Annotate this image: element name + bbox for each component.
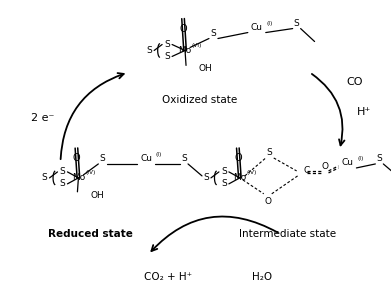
Text: O: O xyxy=(179,24,187,34)
Text: C: C xyxy=(303,166,310,175)
Text: Cu: Cu xyxy=(140,155,152,163)
Text: S: S xyxy=(294,19,299,28)
Text: S: S xyxy=(221,179,227,188)
Text: (I): (I) xyxy=(156,152,162,158)
Text: (I): (I) xyxy=(267,21,273,26)
Text: Oxidized state: Oxidized state xyxy=(162,95,238,105)
Text: CO₂ + H⁺: CO₂ + H⁺ xyxy=(144,272,192,282)
Text: S: S xyxy=(181,155,187,163)
Text: S: S xyxy=(210,29,216,38)
Text: O: O xyxy=(264,197,271,206)
Text: S: S xyxy=(42,174,47,182)
Text: Mo: Mo xyxy=(72,174,85,182)
Text: O: O xyxy=(73,153,80,163)
Text: S: S xyxy=(376,155,382,163)
Text: Cu: Cu xyxy=(341,159,354,167)
Text: S: S xyxy=(100,155,105,163)
Text: S: S xyxy=(203,174,209,182)
Text: S: S xyxy=(221,167,227,177)
Text: Intermediate state: Intermediate state xyxy=(239,229,336,239)
Text: (IV): (IV) xyxy=(247,170,257,175)
Text: S: S xyxy=(146,46,152,55)
Text: H⁺: H⁺ xyxy=(357,107,372,117)
Text: OH: OH xyxy=(91,191,104,200)
Text: Mo: Mo xyxy=(233,174,247,182)
Text: OH: OH xyxy=(199,64,213,73)
Text: H₂O: H₂O xyxy=(252,272,272,282)
Text: Reduced state: Reduced state xyxy=(48,229,133,239)
Text: (I): (I) xyxy=(357,156,364,162)
Text: S: S xyxy=(60,179,65,188)
Text: CO: CO xyxy=(346,77,363,87)
Text: (VI): (VI) xyxy=(192,43,202,48)
Text: Mo: Mo xyxy=(178,46,192,55)
Text: Cu: Cu xyxy=(251,23,263,32)
Text: S: S xyxy=(60,167,65,177)
Text: S: S xyxy=(164,52,170,61)
Text: 2 e⁻: 2 e⁻ xyxy=(31,113,54,123)
Text: O: O xyxy=(234,153,241,163)
Text: (IV): (IV) xyxy=(85,170,96,175)
Text: O: O xyxy=(321,162,328,171)
Text: S: S xyxy=(164,40,170,49)
Text: S: S xyxy=(267,147,272,156)
